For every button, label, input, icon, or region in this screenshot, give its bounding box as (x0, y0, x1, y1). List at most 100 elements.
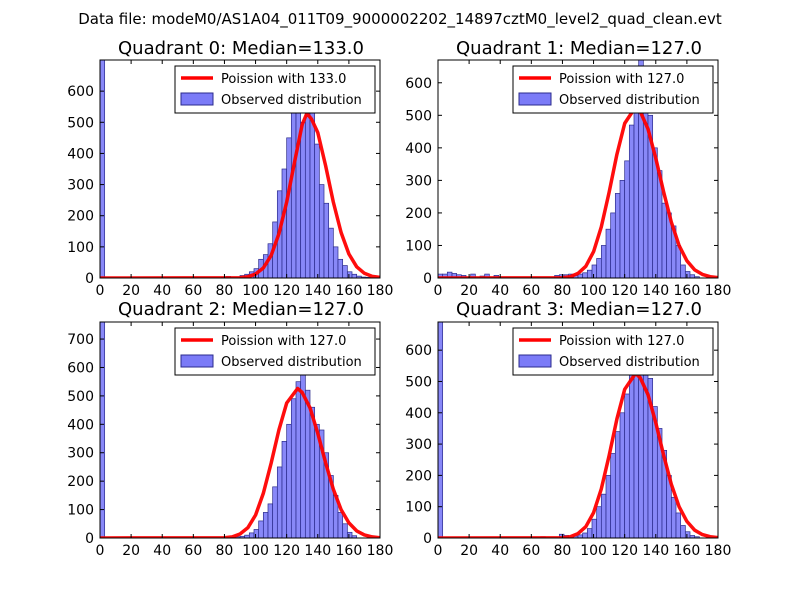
quadrant-1-title: Quadrant 1: Median=127.0 (456, 38, 702, 59)
histogram-bar (684, 271, 691, 278)
x-tick-label: 100 (242, 283, 269, 299)
legend-bar-swatch (180, 92, 214, 106)
legend-poisson-label: Poission with 127.0 (221, 334, 346, 349)
legend: Poission with 133.0 Observed distribution (174, 65, 376, 114)
histogram-bar (258, 520, 264, 538)
x-tick-label: 140 (642, 283, 669, 299)
x-tick-label: 40 (153, 283, 171, 299)
legend: Poission with 127.0 Observed distribution (512, 327, 714, 376)
histogram-bar (342, 523, 348, 538)
legend-box (174, 327, 376, 376)
histogram-bar (337, 512, 344, 538)
x-tick-label: 20 (460, 543, 478, 559)
y-tick-label: 0 (85, 531, 94, 547)
y-tick-label: 300 (405, 173, 432, 189)
histogram-bar (328, 227, 334, 278)
histogram-bar (267, 503, 274, 538)
y-tick-label: 200 (405, 206, 432, 222)
axes-frame (437, 321, 719, 539)
y-tick-label: 0 (423, 531, 432, 547)
histogram-bar (633, 356, 640, 538)
histogram-bar (248, 532, 255, 538)
histogram-bar (304, 389, 311, 538)
histogram-bar (332, 246, 339, 278)
legend-poisson-label: Poission with 133.0 (221, 72, 346, 87)
histogram-bar (684, 531, 691, 538)
histogram-bar (591, 264, 598, 278)
x-tick-label: 120 (611, 283, 638, 299)
histogram-bars (438, 322, 700, 538)
histogram-bar (619, 180, 626, 278)
histogram-bar (619, 412, 626, 538)
x-tick-label: 160 (336, 283, 363, 299)
poisson-curve (100, 386, 380, 538)
quadrant-3-panel: Quadrant 3: Median=127.0 0 20 40 60 80 100 120… (405, 299, 731, 559)
legend-observed-label: Observed distribution (559, 93, 700, 108)
histogram-bar (323, 202, 330, 278)
histogram-bar (276, 466, 283, 538)
histogram-bar (100, 322, 106, 538)
legend-bar-swatch (518, 354, 552, 368)
histogram-bar (596, 258, 602, 278)
histogram-bar (346, 531, 353, 538)
histogram-bar (309, 406, 316, 538)
histogram-bar (295, 90, 302, 278)
y-tick-label: 300 (67, 446, 94, 462)
histogram-bar (586, 528, 593, 538)
y-tick-label: 200 (405, 468, 432, 484)
x-tick-label: 20 (460, 283, 478, 299)
x-tick-label: 160 (674, 543, 701, 559)
y-tick-label: 500 (67, 389, 94, 405)
histogram-bar (605, 475, 612, 538)
legend: Poission with 127.0 Observed distribution (512, 65, 714, 114)
histogram-bar (586, 269, 593, 278)
y-tick-label: 400 (67, 146, 94, 162)
histogram-bar (286, 137, 292, 278)
histogram-bar (642, 374, 649, 538)
quadrant-0-title: Quadrant 0: Median=133.0 (118, 38, 364, 59)
x-tick-label: 0 (434, 543, 443, 559)
histogram-bar (300, 355, 306, 538)
histogram-bars (100, 322, 358, 538)
y-tick-label: 600 (405, 76, 432, 92)
y-tick-label: 100 (405, 500, 432, 516)
x-tick-label: 180 (367, 543, 394, 559)
axes-frame (437, 59, 719, 279)
y-tick-label: 300 (67, 178, 94, 194)
x-tick-label: 120 (273, 543, 300, 559)
x-tick-label: 140 (642, 543, 669, 559)
histogram-bar (253, 529, 260, 538)
x-tick-label: 140 (304, 543, 331, 559)
x-tick-label: 140 (304, 283, 331, 299)
histogram-bar (309, 109, 316, 278)
y-tick-label: 400 (67, 417, 94, 433)
x-tick-label: 100 (580, 283, 607, 299)
histogram-bar (314, 143, 320, 278)
histogram-bar (680, 264, 686, 278)
y-tick-label: 600 (67, 84, 94, 100)
legend: Poission with 127.0 Observed distribution (174, 327, 376, 376)
histogram-bar (582, 532, 588, 538)
x-tick-label: 160 (336, 543, 363, 559)
axes-frame (99, 59, 381, 279)
x-tick-label: 60 (184, 543, 202, 559)
y-tick-label: 500 (405, 108, 432, 124)
legend-observed-label: Observed distribution (221, 355, 362, 370)
histogram-bar (337, 258, 344, 278)
x-tick-label: 120 (611, 543, 638, 559)
x-tick-label: 40 (491, 283, 509, 299)
histogram-bar (600, 245, 607, 278)
y-tick-label: 100 (67, 503, 94, 519)
histogram-bar (600, 493, 607, 538)
legend-poisson-label: Poission with 127.0 (559, 72, 684, 87)
legend-bar-swatch (180, 354, 214, 368)
quadrant-3-title: Quadrant 3: Median=127.0 (456, 299, 702, 320)
x-tick-label: 80 (216, 283, 234, 299)
x-tick-label: 20 (122, 543, 140, 559)
histogram-bar (670, 496, 677, 538)
y-tick-label: 100 (405, 238, 432, 254)
x-tick-label: 180 (705, 283, 732, 299)
x-tick-label: 60 (184, 283, 202, 299)
y-tick-label: 400 (405, 406, 432, 422)
y-tick-label: 0 (85, 271, 94, 287)
